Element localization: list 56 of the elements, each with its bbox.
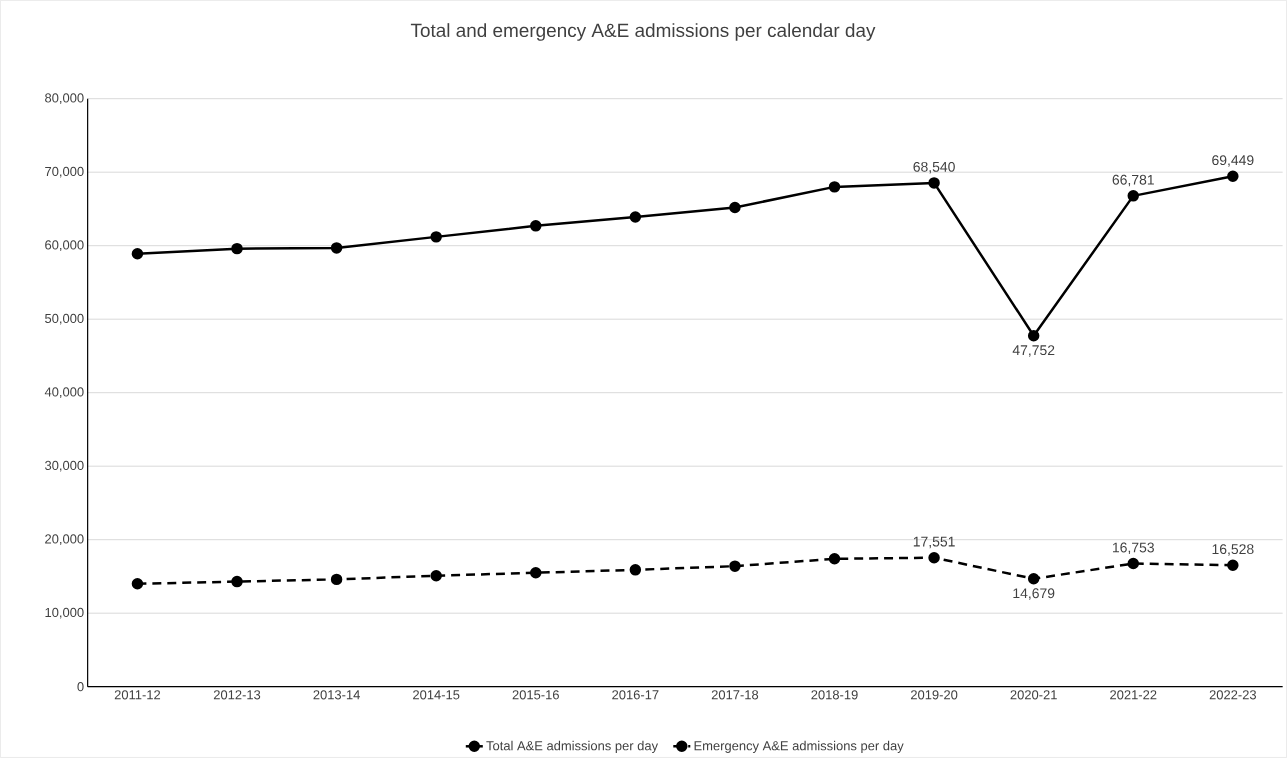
point: [729, 201, 741, 214]
point: [430, 569, 442, 582]
y-tick-label: 40,000: [44, 387, 84, 399]
point: [1027, 329, 1040, 342]
y-tick-label: 60,000: [45, 240, 84, 252]
point: [131, 248, 144, 260]
y-tick-label: 70,000: [45, 166, 84, 178]
y-tick-label: 30,000: [45, 460, 84, 472]
point: [828, 181, 841, 193]
point: [430, 231, 442, 243]
point: [629, 211, 642, 223]
point: [330, 573, 343, 586]
point: [1027, 573, 1040, 585]
point: [629, 564, 642, 576]
x-tick-label: 2014-15: [413, 690, 460, 700]
x-tick-label: 2018-19: [811, 690, 858, 700]
point: [1227, 170, 1239, 182]
x-tick-label: 2019-20: [910, 690, 958, 700]
x-tick-label: 2017-18: [711, 690, 759, 700]
data-label: 17,551: [913, 536, 955, 549]
point: [1127, 557, 1139, 570]
x-tick-label: 2012-13: [213, 690, 261, 700]
point: [729, 560, 741, 572]
point: [131, 578, 144, 590]
x-tick-label: 2020-21: [1010, 690, 1057, 700]
point: [530, 220, 542, 232]
data-label: 69,449: [1212, 155, 1254, 167]
point: [231, 575, 243, 588]
data-label: 68,540: [913, 161, 955, 174]
point: [330, 242, 343, 254]
point: [1127, 190, 1139, 202]
y-tick-label: 20,000: [45, 534, 84, 546]
point: [231, 242, 243, 255]
x-tick-label: 2022-23: [1209, 690, 1257, 700]
x-tick-label: 2016-17: [612, 690, 659, 700]
y-tick-label: 50,000: [45, 313, 84, 325]
point: [1227, 559, 1239, 571]
point: [928, 177, 940, 189]
data-label: 14,679: [1013, 588, 1055, 600]
y-tick-label: 0: [77, 682, 84, 692]
legend-label: Total A&E admissions per day: [486, 740, 659, 753]
x-tick-label: 2011-12: [114, 690, 161, 700]
point: [928, 551, 940, 564]
x-tick-label: 2015-16: [512, 690, 559, 700]
x-tick-label: 2013-14: [313, 690, 360, 700]
y-tick-label: 10,000: [45, 607, 84, 619]
data-label: 66,781: [1112, 174, 1154, 187]
data-label: 47,752: [1012, 345, 1055, 357]
point: [530, 567, 542, 579]
chart-title: Total and emergency A&E admissions per calendar day: [410, 23, 876, 41]
data-label: 16,528: [1212, 544, 1254, 556]
data-label: 16,753: [1112, 542, 1154, 555]
point: [828, 553, 841, 565]
x-tick-label: 2021-22: [1110, 690, 1157, 700]
legend-label: Emergency A&E admissions per day: [694, 740, 904, 753]
y-tick-label: 80,000: [45, 93, 84, 105]
